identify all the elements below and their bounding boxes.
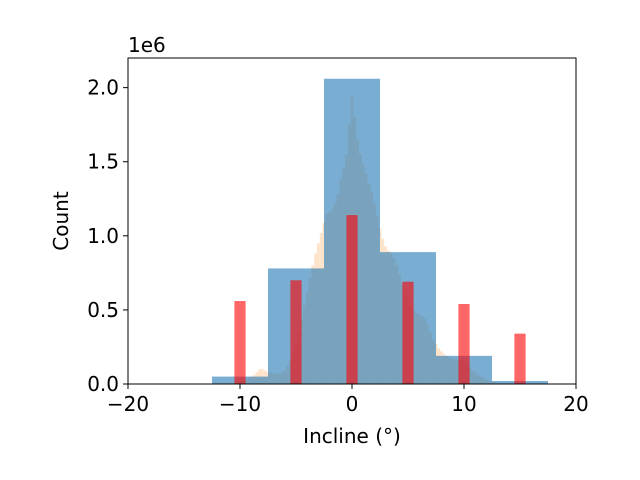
x-tick-label: −20 — [107, 392, 149, 416]
x-tick-label: 20 — [563, 392, 588, 416]
ticks-layer: −20 −10 0 10 20 0.0 0.5 1.0 1.5 2.0 — [87, 76, 589, 416]
narrow-bars-bar — [234, 301, 246, 384]
narrow-bars-bar — [458, 303, 470, 384]
narrow-bars-bar — [290, 280, 302, 384]
bars-layer — [212, 78, 548, 384]
narrow-bars-bar — [346, 215, 358, 384]
y-tick-label: 0.0 — [87, 372, 119, 396]
x-axis-label: Incline (°) — [303, 424, 401, 448]
y-tick-label: 0.5 — [87, 298, 119, 322]
narrow-bars-bar — [402, 281, 414, 384]
y-tick-label: 2.0 — [87, 76, 119, 100]
y-scale-offset-label: 1e6 — [128, 33, 166, 57]
y-tick-label: 1.0 — [87, 224, 119, 248]
y-axis-label: Count — [49, 191, 73, 251]
x-tick-label: 0 — [346, 392, 359, 416]
x-tick-label: −10 — [219, 392, 261, 416]
x-tick-label: 10 — [451, 392, 476, 416]
y-tick-label: 1.5 — [87, 150, 119, 174]
narrow-bars-bar — [514, 333, 526, 384]
